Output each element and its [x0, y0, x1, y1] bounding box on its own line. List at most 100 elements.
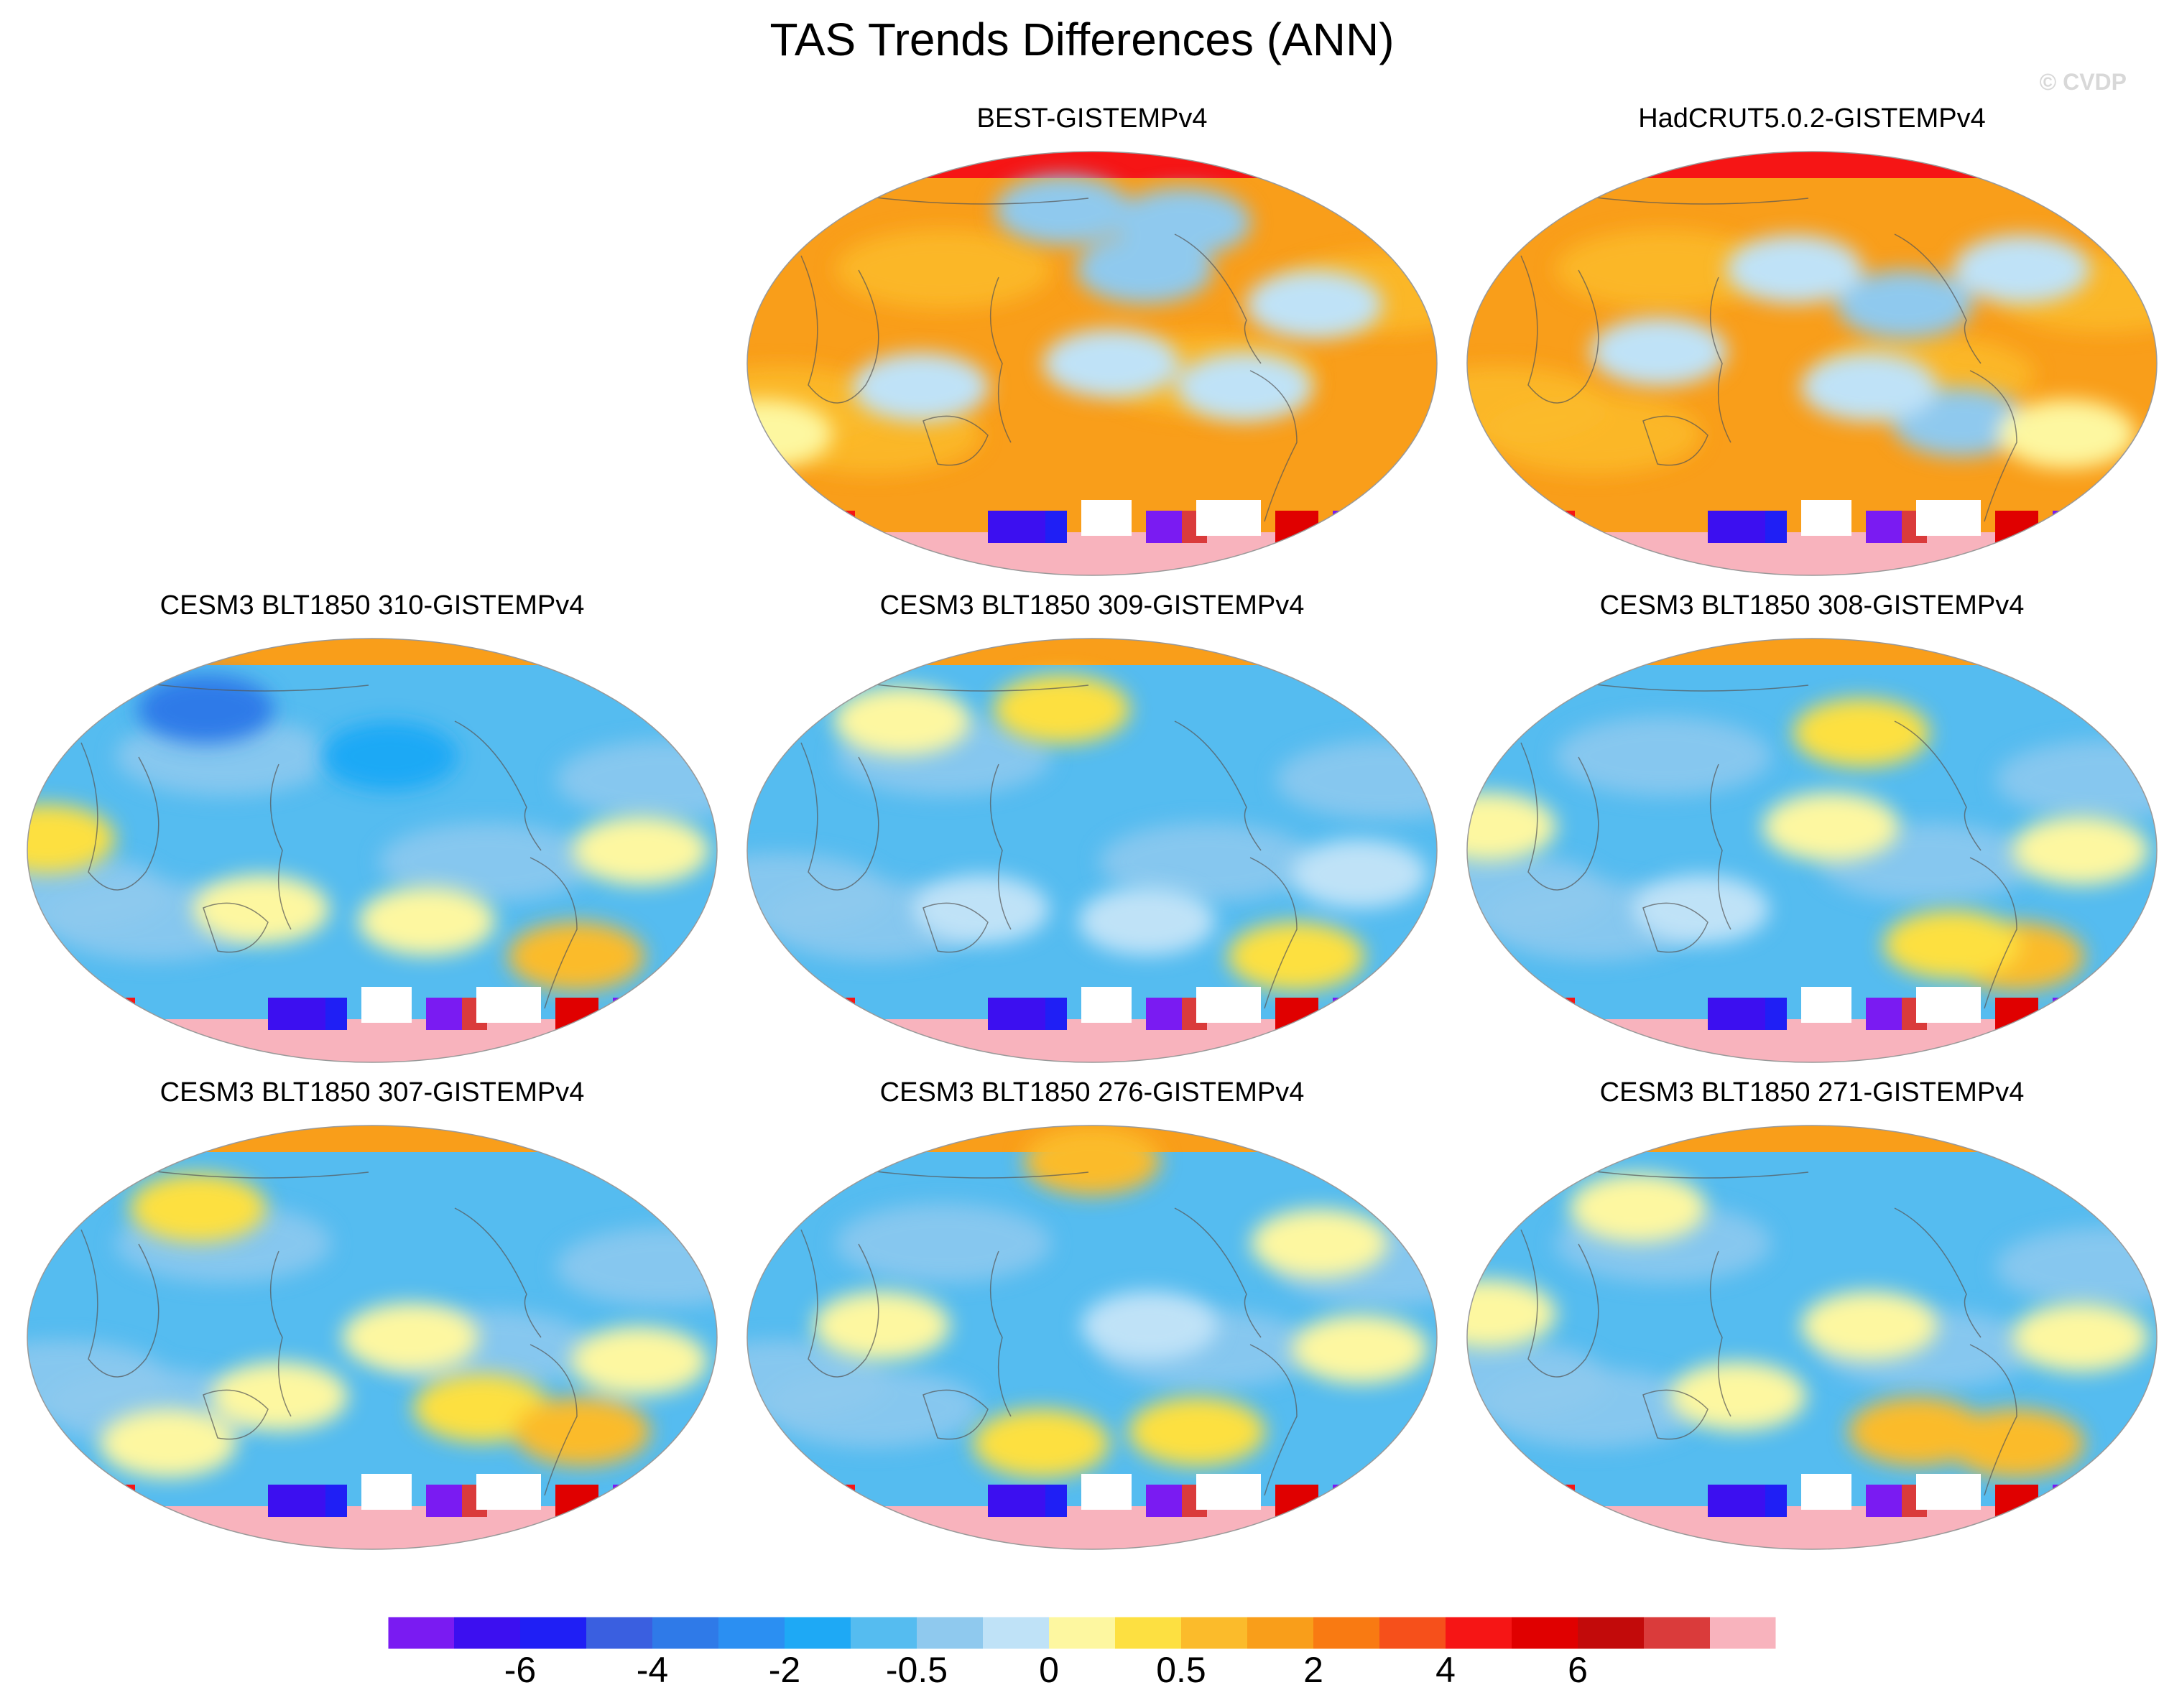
missing-data	[476, 987, 541, 1023]
field-band	[836, 1203, 1052, 1283]
anomaly-patches	[1467, 698, 2149, 991]
antarctic-land	[747, 1506, 1437, 1549]
colorbar-swatch	[652, 1617, 719, 1649]
arctic-band	[747, 639, 1437, 665]
map-308	[1466, 638, 2158, 1063]
antarctic-block	[2053, 1485, 2081, 1517]
anomaly-patch	[1024, 1126, 1160, 1196]
anomaly-patch	[1590, 317, 1727, 386]
coastline	[1894, 720, 1982, 851]
antarctica	[1467, 1474, 2157, 1549]
coastline	[923, 1389, 989, 1440]
colorbar-swatch	[388, 1617, 455, 1649]
arctic-band	[27, 639, 717, 665]
panel-title: BEST-GISTEMPv4	[976, 103, 1208, 134]
colorbar-tick-label: 6	[1568, 1650, 1588, 1690]
anomaly-patch	[1042, 329, 1180, 398]
anomaly-patch	[1999, 399, 2136, 469]
antarctica	[747, 987, 1437, 1062]
coastline	[800, 742, 879, 891]
antarctic-block	[815, 998, 855, 1030]
colorbar-swatch	[520, 1617, 587, 1649]
anomaly-patch	[1290, 839, 1428, 909]
anomaly-patches	[27, 674, 709, 991]
anomaly-patch	[1467, 1279, 1557, 1349]
colorbar-swatch	[1578, 1617, 1645, 1649]
colorbar-swatch	[718, 1617, 785, 1649]
arctic-band	[1467, 152, 2157, 178]
antarctic-block	[1333, 1485, 1361, 1517]
missing-data	[1081, 987, 1132, 1023]
coastline	[80, 742, 159, 891]
field-band	[1555, 716, 1772, 796]
arctic-band	[1467, 639, 2157, 665]
antarctic-block	[1333, 998, 1361, 1030]
antarctic-block	[2053, 998, 2081, 1030]
anomaly-patch	[1953, 234, 2090, 304]
antarctic-block	[815, 511, 855, 543]
field-band	[836, 229, 1052, 309]
anomaly-patch	[1800, 1291, 1938, 1360]
coastlines	[1520, 1164, 2017, 1496]
missing-data	[656, 987, 706, 1023]
antarctic-block	[1765, 511, 1787, 543]
map-field	[747, 1125, 1437, 1549]
anomaly-patch	[342, 1303, 479, 1372]
coastline	[269, 764, 292, 930]
map-best	[746, 151, 1438, 576]
anomaly-patch	[100, 1408, 237, 1478]
field-band	[556, 1227, 717, 1306]
anomaly-patch	[912, 874, 1050, 944]
colorbar-swatch	[454, 1617, 521, 1649]
field-band	[765, 1368, 981, 1448]
antarctic-land	[1467, 1506, 2157, 1549]
field-bands	[1467, 716, 2157, 961]
missing-data	[361, 987, 412, 1023]
coastlines	[800, 1164, 1298, 1496]
antarctica	[1467, 987, 2157, 1062]
antarctic-block	[815, 1485, 855, 1517]
field-band	[1485, 1368, 1701, 1448]
colorbar-swatch	[1247, 1617, 1314, 1649]
page-title: TAS Trends Differences (ANN)	[769, 14, 1395, 65]
anomaly-patch	[507, 922, 644, 991]
anomaly-patch	[2012, 1303, 2149, 1372]
anomaly-patch	[1227, 922, 1364, 991]
coastline	[1894, 233, 1982, 364]
missing-data	[1081, 500, 1132, 536]
map-border	[746, 638, 1438, 1063]
panel-title: HadCRUT5.0.2-GISTEMPv4	[1638, 103, 1986, 134]
field-band	[1996, 1227, 2157, 1306]
missing-data	[1801, 500, 1851, 536]
map-border	[746, 151, 1438, 576]
map-field	[27, 1125, 717, 1549]
missing-data	[2096, 987, 2146, 1023]
coastline	[1520, 255, 1599, 404]
antarctic-block	[1045, 998, 1067, 1030]
anomaly-patch	[1291, 1314, 1428, 1384]
colorbar-swatch	[1710, 1617, 1777, 1649]
antarctic-land	[747, 532, 1437, 575]
anomaly-patches	[1590, 234, 2136, 469]
anomaly-patch	[1078, 886, 1216, 956]
anomaly-patch	[570, 1326, 708, 1396]
coastline	[1969, 1344, 2017, 1496]
missing-data	[1916, 1474, 1981, 1510]
antarctic-block	[1535, 511, 1575, 543]
missing-data	[2096, 1474, 2146, 1510]
colorbar-swatch	[983, 1617, 1050, 1649]
map-panel-309: CESM3 BLT1850 309-GISTEMPv4	[733, 590, 1451, 1079]
coastline	[1709, 1250, 1731, 1417]
missing-data	[1801, 987, 1851, 1023]
coastline	[1642, 415, 1708, 466]
coastline	[1642, 902, 1708, 953]
coastline	[1894, 1207, 1982, 1338]
coastline	[80, 1229, 159, 1378]
antarctic-block	[1045, 511, 1067, 543]
map-field	[1467, 152, 2157, 575]
colorbar-tick-label: 2	[1303, 1650, 1323, 1690]
antarctic-block	[613, 998, 642, 1030]
map-276	[746, 1125, 1438, 1550]
antarctic-block	[1765, 998, 1787, 1030]
map-border	[27, 1125, 718, 1550]
